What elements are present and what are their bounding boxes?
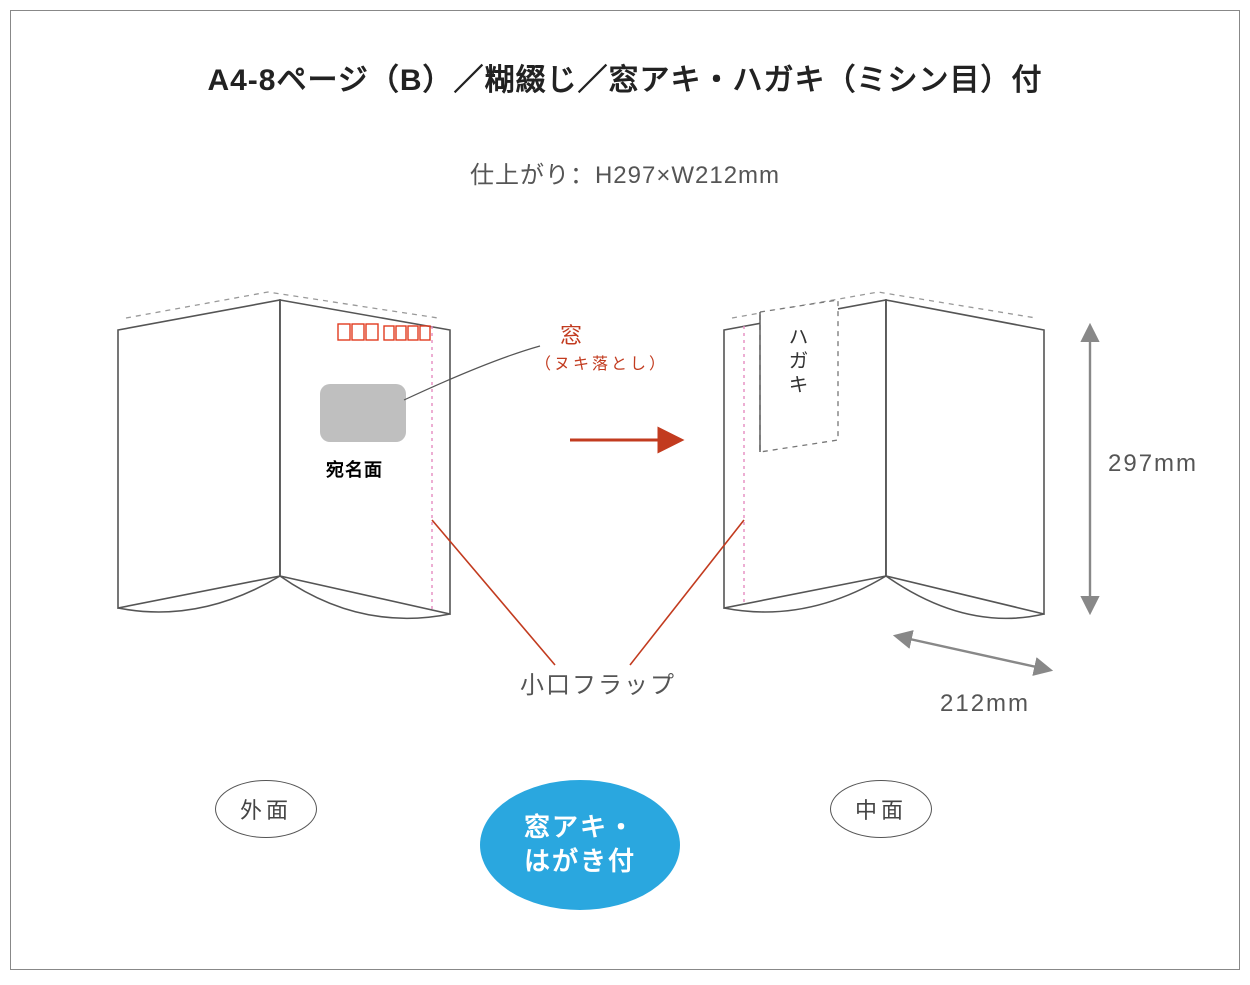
label-height-dim: 297mm bbox=[1108, 450, 1198, 478]
label-window-sub: （ヌキ落とし） bbox=[535, 350, 668, 374]
label-width-dim: 212mm bbox=[940, 690, 1030, 718]
feature-badge-line1: 窓アキ・ bbox=[524, 812, 636, 842]
feature-badge-line2: はがき付 bbox=[524, 846, 636, 876]
label-addressee-face: 宛名面 bbox=[326, 456, 383, 482]
label-inside-text: 中面 bbox=[855, 793, 907, 825]
label-flap: 小口フラップ bbox=[520, 665, 676, 700]
label-postcard-vertical: ハガキ bbox=[782, 326, 811, 398]
label-window: 窓 bbox=[560, 318, 588, 350]
feature-badge: 窓アキ・ はがき付 bbox=[480, 780, 680, 910]
label-inside-oval: 中面 bbox=[830, 780, 932, 838]
label-outside-text: 外面 bbox=[240, 793, 292, 825]
label-outside-oval: 外面 bbox=[215, 780, 317, 838]
